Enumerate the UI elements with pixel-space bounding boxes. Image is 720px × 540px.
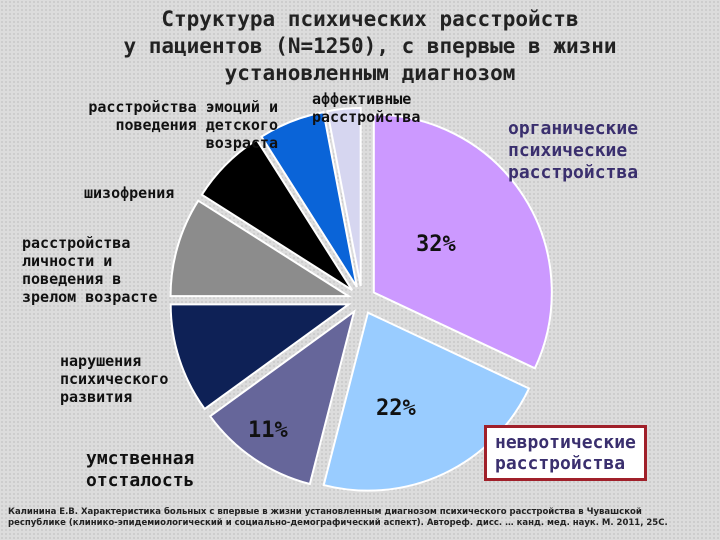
- pie-slice-4: [169, 199, 352, 298]
- label-childhood-line-3: возраста: [205, 134, 278, 152]
- label-personality-line-4: зрелом возрасте: [22, 288, 158, 306]
- label-personality-line-1: расстройства: [22, 234, 131, 252]
- label-development-line-3: развития: [60, 388, 133, 406]
- pie-slice-5: [200, 138, 353, 291]
- label-development-line-2: психического: [60, 370, 169, 388]
- label-retardation: умственная отсталость: [86, 448, 194, 492]
- label-childhood: расстройства эмоций и поведения детского…: [52, 98, 278, 152]
- pie-slice-6: [260, 110, 358, 288]
- label-schizophrenia: шизофрения: [84, 184, 174, 202]
- label-affective: аффективные расстройства: [312, 90, 420, 126]
- pie-slice-7: [326, 107, 362, 287]
- label-retardation-line-2: отсталость: [86, 470, 195, 491]
- chart-title: Структура психических расстройств у паци…: [40, 6, 700, 87]
- label-organic-line-3: расстройства: [508, 162, 639, 183]
- label-neurotic-line-2: расстройства: [495, 453, 626, 474]
- label-schizophrenia-line-1: шизофрения: [84, 184, 175, 202]
- source-citation: Калинина Е.В. Характеристика больных с в…: [8, 507, 712, 529]
- label-affective-line-1: аффективные: [312, 90, 412, 108]
- label-personality-line-3: поведения в: [22, 270, 122, 288]
- label-personality-line-2: личности и: [22, 252, 113, 270]
- label-neurotic: невротические расстройства: [484, 425, 647, 481]
- citation-line-1: Калинина Е.В. Характеристика больных с в…: [8, 507, 642, 517]
- pie-slice-2: [208, 309, 356, 486]
- value-label-neurotic: 22%: [376, 396, 416, 421]
- value-label-retardation: 11%: [248, 418, 288, 443]
- pie-slice-3: [169, 303, 352, 411]
- label-personality: расстройства личности и поведения в зрел…: [22, 234, 157, 306]
- citation-line-2: республике (клинико-эпидемиологический и…: [8, 518, 668, 528]
- title-line-3: установленным диагнозом: [224, 61, 516, 85]
- label-organic-line-1: органические: [508, 118, 639, 139]
- label-organic-line-2: психические: [508, 140, 628, 161]
- label-neurotic-line-1: невротические: [495, 432, 636, 453]
- label-development: нарушения психического развития: [60, 352, 168, 406]
- label-childhood-line-2: поведения детского: [115, 116, 278, 134]
- pie-slice-0: [372, 113, 553, 370]
- pie-slice-1: [322, 311, 531, 492]
- label-retardation-line-1: умственная: [86, 448, 195, 469]
- title-line-2: у пациентов (N=1250), с впервые в жизни: [123, 34, 617, 58]
- value-label-organic: 32%: [416, 232, 456, 257]
- label-childhood-line-1: расстройства эмоций и: [88, 98, 278, 116]
- title-line-1: Структура психических расстройств: [161, 7, 579, 31]
- label-affective-line-2: расстройства: [312, 108, 421, 126]
- label-development-line-1: нарушения: [60, 352, 142, 370]
- label-organic: органические психические расстройства: [508, 118, 638, 184]
